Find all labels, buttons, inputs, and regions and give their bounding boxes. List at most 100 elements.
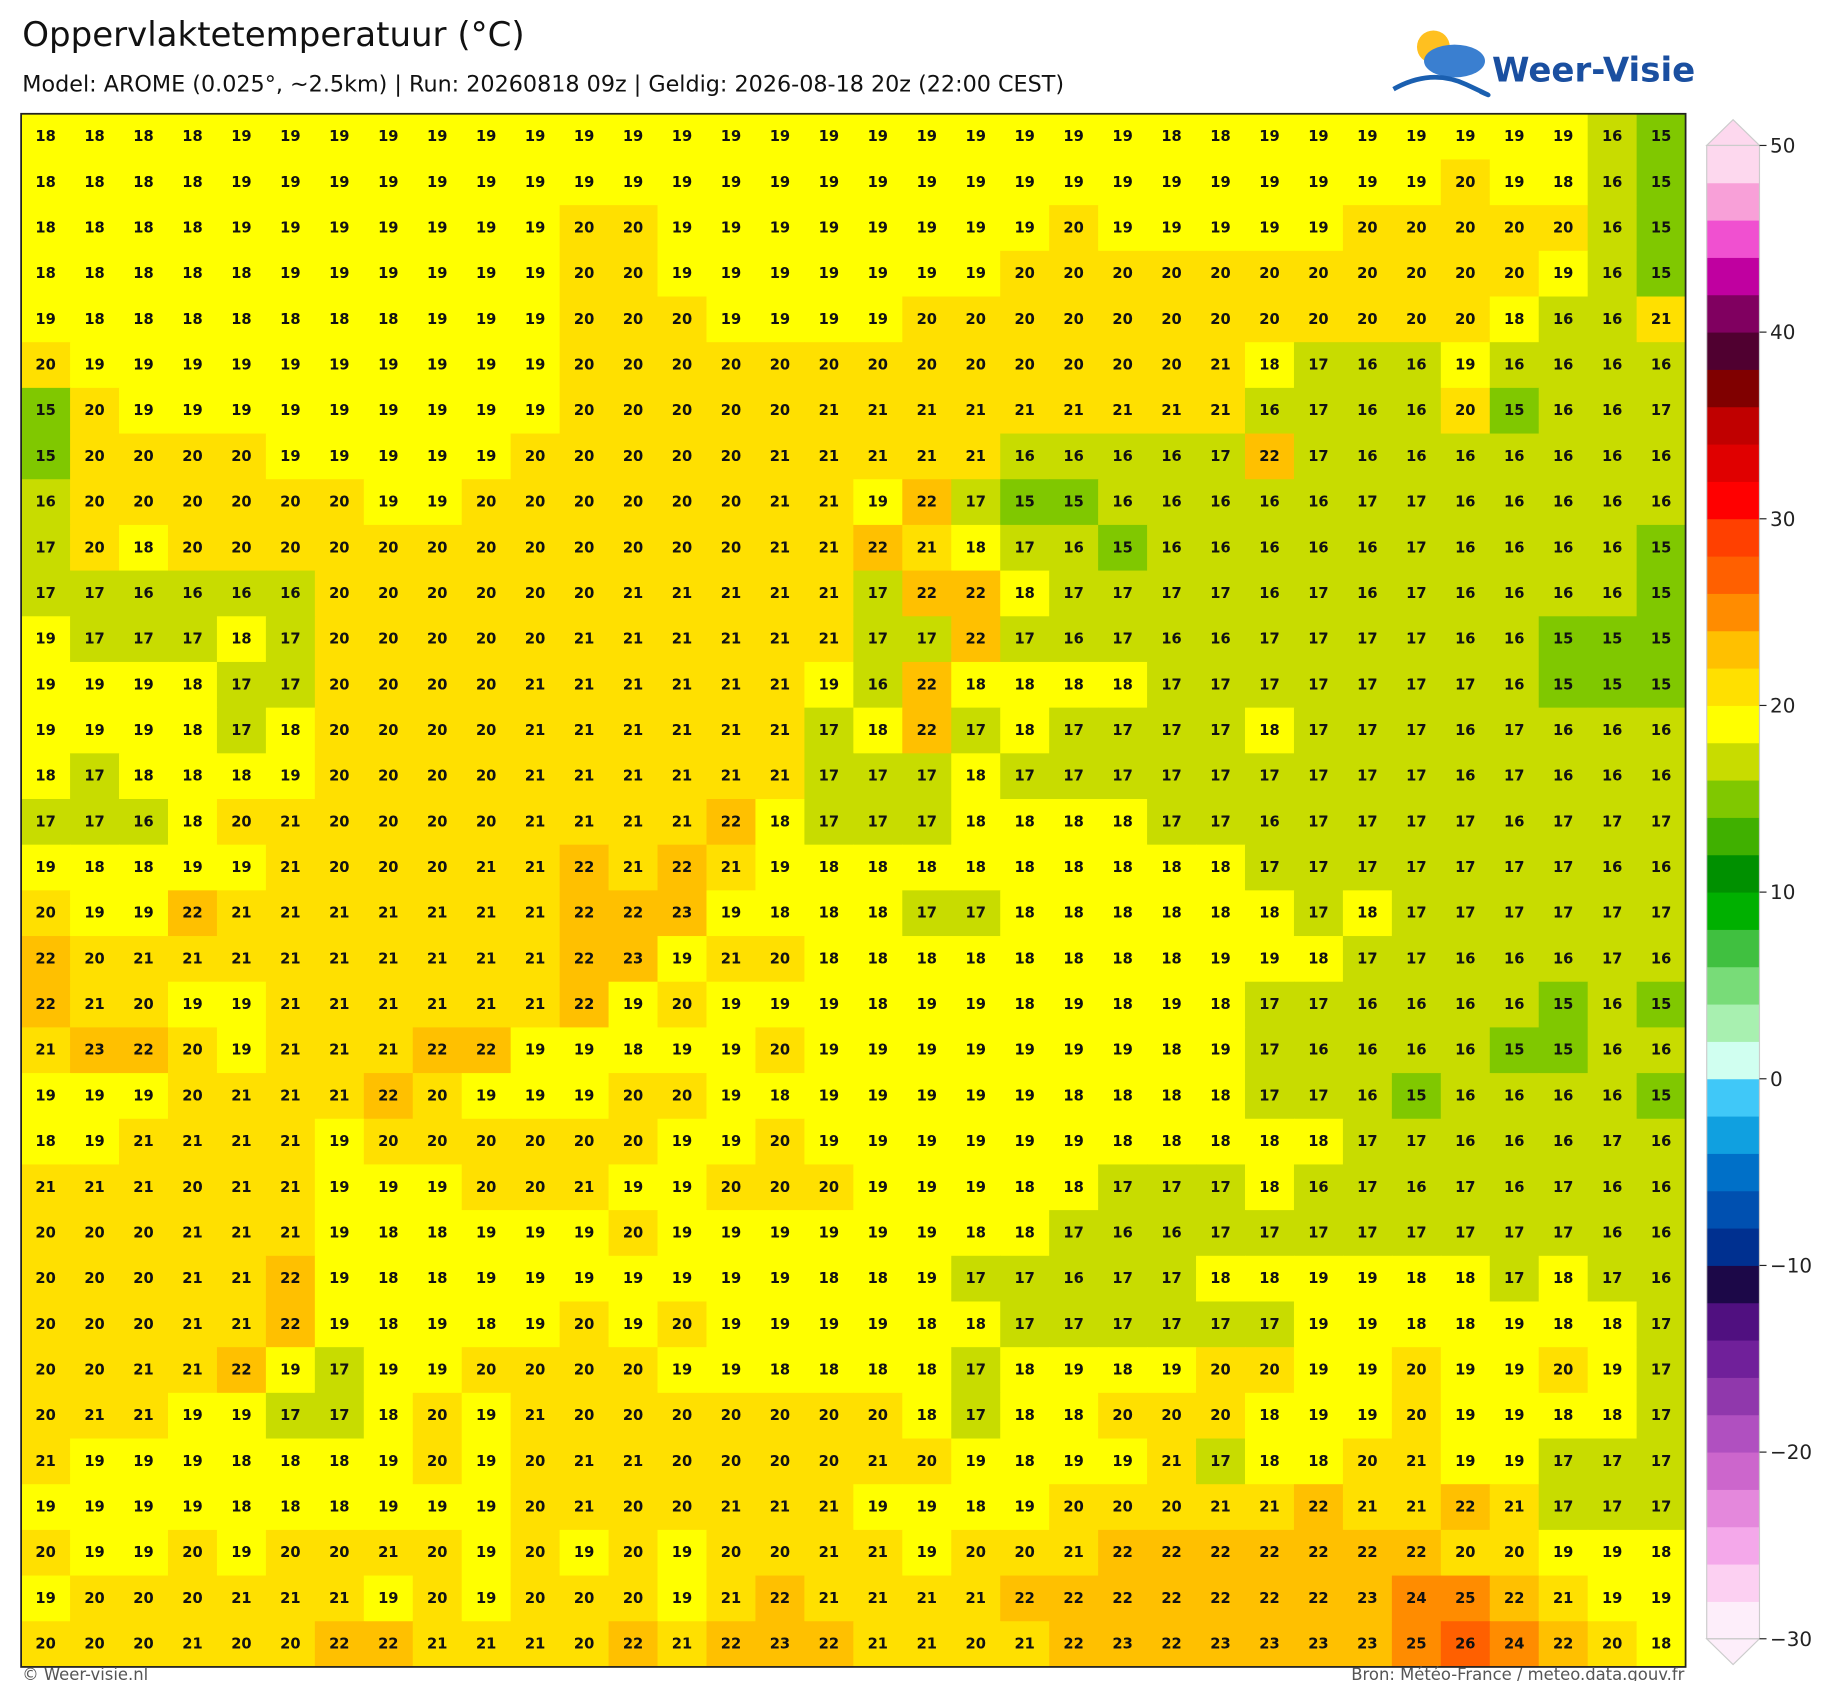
temperature-cell	[1147, 1392, 1197, 1440]
temperature-cell	[853, 1347, 903, 1394]
temperature-cell	[1244, 1118, 1295, 1166]
temperature-label: 21	[1210, 357, 1230, 374]
temperature-label: 17	[1357, 1224, 1377, 1241]
temperature-cell	[1049, 1255, 1099, 1303]
temperature-label: 16	[35, 494, 55, 511]
temperature-cell	[70, 387, 120, 435]
temperature-label: 15	[1553, 996, 1573, 1013]
temperature-cell	[1049, 936, 1099, 983]
temperature-label: 21	[1112, 402, 1132, 419]
temperature-cell	[363, 981, 414, 1028]
temperature-cell	[412, 661, 463, 709]
temperature-label: 18	[917, 1316, 937, 1333]
temperature-label: 20	[427, 1133, 447, 1150]
temperature-label: 17	[1357, 494, 1377, 511]
temperature-cell	[314, 981, 365, 1028]
temperature-cell	[1538, 1621, 1589, 1668]
temperature-cell	[21, 1210, 71, 1257]
temperature-cell	[853, 113, 903, 161]
temperature-label: 20	[1063, 311, 1083, 328]
temperature-cell	[1000, 1118, 1050, 1166]
temperature-cell	[314, 342, 365, 389]
temperature-label: 20	[672, 1087, 692, 1104]
temperature-label: 21	[623, 585, 643, 602]
temperature-cell	[608, 981, 659, 1028]
temperature-cell	[853, 753, 903, 800]
temperature-cell	[755, 1301, 805, 1348]
temperature-cell	[1636, 479, 1687, 526]
temperature-label: 20	[721, 539, 741, 556]
temperature-label: 19	[231, 174, 251, 191]
temperature-label: 17	[819, 813, 839, 830]
temperature-cell	[21, 524, 71, 572]
temperature-label: 20	[231, 539, 251, 556]
temperature-cell	[755, 844, 805, 891]
temperature-cell	[1587, 342, 1638, 389]
temperature-label: 19	[721, 128, 741, 145]
temperature-label: 18	[868, 1270, 888, 1287]
temperature-label: 19	[868, 1499, 888, 1516]
temperature-label: 20	[133, 996, 153, 1013]
temperature-label: 21	[868, 1544, 888, 1561]
temperature-label: 18	[1014, 950, 1034, 967]
temperature-cell	[1293, 570, 1344, 617]
temperature-cell	[119, 1438, 169, 1485]
temperature-cell	[853, 1529, 903, 1577]
temperature-label: 16	[1406, 402, 1426, 419]
temperature-cell	[559, 844, 610, 891]
temperature-cell	[1000, 1529, 1050, 1577]
temperature-cell	[608, 113, 659, 161]
temperature-cell	[216, 1027, 267, 1074]
temperature-label: 20	[623, 494, 643, 511]
temperature-label: 20	[525, 1453, 545, 1470]
temperature-label: 19	[770, 996, 790, 1013]
temperature-cell	[1049, 296, 1099, 343]
temperature-cell	[1196, 205, 1246, 252]
temperature-cell	[510, 570, 561, 617]
temperature-cell	[21, 1529, 71, 1577]
temperature-label: 19	[427, 1179, 447, 1196]
temperature-cell	[902, 113, 952, 161]
temperature-label: 19	[1063, 996, 1083, 1013]
temperature-cell	[1489, 1621, 1540, 1668]
temperature-cell	[902, 1529, 952, 1577]
temperature-label: 19	[623, 128, 643, 145]
temperature-cell	[1196, 707, 1246, 754]
temperature-cell	[265, 707, 316, 754]
temperature-label: 20	[35, 1544, 55, 1561]
temperature-cell	[314, 1484, 365, 1531]
temperature-cell	[1489, 296, 1540, 343]
temperature-label: 19	[1014, 1499, 1034, 1516]
temperature-cell	[853, 1301, 903, 1348]
temperature-cell	[21, 1255, 71, 1303]
temperature-cell	[951, 296, 1001, 343]
temperature-cell	[559, 1210, 610, 1257]
temperature-cell	[412, 1164, 463, 1211]
temperature-label: 16	[1357, 357, 1377, 374]
temperature-label: 20	[770, 1042, 790, 1059]
temperature-label: 19	[133, 1453, 153, 1470]
temperature-cell	[1587, 844, 1638, 891]
temperature-label: 22	[1161, 1590, 1181, 1607]
temperature-label: 21	[868, 1590, 888, 1607]
temperature-cell	[70, 890, 120, 937]
temperature-label: 16	[231, 585, 251, 602]
temperature-label: 21	[721, 1590, 741, 1607]
temperature-cell	[510, 205, 561, 252]
temperature-label: 18	[133, 128, 153, 145]
temperature-cell	[265, 159, 316, 206]
temperature-label: 17	[917, 813, 937, 830]
temperature-cell	[510, 296, 561, 343]
temperature-cell	[1000, 1575, 1050, 1622]
temperature-label: 23	[623, 950, 643, 967]
temperature-label: 19	[574, 1042, 594, 1059]
temperature-label: 17	[84, 813, 104, 830]
temperature-cell	[951, 661, 1001, 709]
temperature-cell	[1196, 387, 1246, 435]
temperature-label: 21	[917, 448, 937, 465]
temperature-cell	[706, 616, 757, 663]
temperature-label: 19	[721, 996, 741, 1013]
temperature-label: 17	[1161, 768, 1181, 785]
temperature-label: 16	[1112, 494, 1132, 511]
temperature-label: 18	[329, 1453, 349, 1470]
